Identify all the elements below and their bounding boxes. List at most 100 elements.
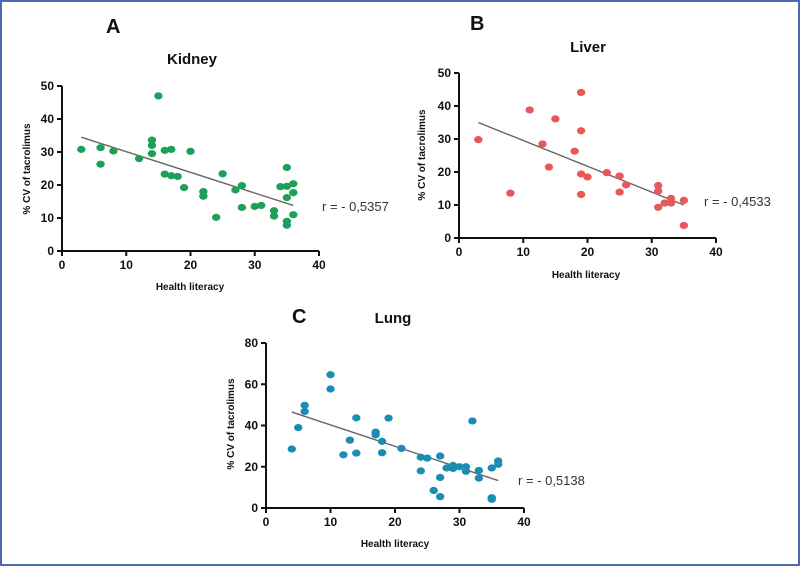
data-point-liver (570, 147, 579, 155)
data-point-liver (679, 196, 689, 204)
x-tick-label-liver: 20 (581, 245, 595, 259)
data-point-lung (474, 466, 484, 475)
data-point-kidney (282, 163, 292, 172)
data-point-lung (371, 431, 380, 439)
data-point-lung (461, 467, 471, 475)
data-point-lung (326, 371, 335, 379)
panel-kidney: A Kidney Health literacy % CV of tacroli… (22, 16, 389, 293)
data-point-liver (525, 106, 534, 114)
data-point-liver (551, 115, 560, 123)
data-point-kidney (237, 203, 247, 212)
data-point-lung (294, 423, 303, 432)
data-point-kidney (218, 170, 227, 178)
panel-letter-a: A (106, 16, 120, 38)
y-tick-label-lung: 40 (245, 419, 259, 433)
y-tick-label-kidney: 40 (41, 112, 55, 126)
data-point-liver (653, 187, 663, 195)
data-point-kidney (179, 184, 189, 192)
data-point-liver (576, 190, 586, 199)
data-point-kidney (282, 221, 292, 229)
data-point-liver (602, 169, 611, 177)
chart-title-kidney: Kidney (167, 51, 218, 68)
data-point-kidney (160, 146, 169, 154)
data-point-lung (494, 460, 503, 468)
data-point-kidney (167, 145, 176, 153)
data-point-kidney (282, 182, 292, 190)
data-point-kidney (256, 201, 266, 210)
x-axis-title-liver: Health literacy (552, 270, 621, 281)
data-point-lung (397, 444, 406, 452)
x-axis-title-lung: Health literacy (361, 539, 430, 550)
data-point-kidney (212, 213, 221, 221)
data-point-kidney (269, 207, 279, 215)
y-tick-label-lung: 0 (251, 501, 258, 515)
correlation-label-kidney: r = - 0,5357 (322, 199, 389, 214)
data-point-kidney (186, 147, 195, 155)
x-tick-label-lung: 10 (324, 515, 338, 529)
regression-line-kidney (81, 136, 294, 207)
x-tick-label-liver: 30 (645, 245, 659, 259)
data-point-lung (435, 493, 445, 501)
data-point-lung (377, 449, 387, 457)
x-axis-title-kidney: Health literacy (156, 282, 225, 293)
data-point-liver (666, 199, 676, 207)
y-axis-title-liver: % CV of tacrolimus (417, 109, 428, 201)
data-point-liver (615, 188, 624, 196)
y-tick-label-liver: 20 (438, 165, 452, 179)
panel-lung: C Lung Health literacy % CV of tacrolimu… (226, 306, 585, 550)
y-tick-label-kidney: 20 (41, 178, 55, 192)
data-point-lung (435, 473, 445, 482)
y-tick-label-kidney: 10 (41, 211, 55, 225)
data-point-liver (544, 163, 554, 171)
data-point-lung (423, 454, 432, 462)
data-point-lung (487, 495, 496, 503)
data-point-lung (435, 452, 445, 460)
data-point-kidney (237, 182, 247, 190)
data-point-lung (287, 445, 296, 453)
panel-liver: B Liver Health literacy % CV of tacrolim… (417, 13, 771, 281)
data-point-kidney (147, 141, 157, 149)
panel-letter-c: C (292, 306, 306, 328)
data-point-lung (345, 436, 355, 444)
data-point-kidney (250, 202, 259, 211)
data-point-kidney (231, 186, 240, 194)
y-tick-label-liver: 50 (438, 66, 452, 80)
y-tick-label-kidney: 50 (41, 79, 55, 93)
data-point-lung (352, 414, 361, 422)
data-point-lung (429, 486, 438, 495)
data-point-kidney (173, 172, 182, 181)
x-tick-label-kidney: 20 (184, 258, 198, 272)
data-point-liver (621, 181, 631, 189)
data-point-kidney (109, 147, 118, 155)
y-tick-label-kidney: 0 (47, 244, 54, 258)
y-tick-label-lung: 60 (245, 377, 259, 391)
data-point-kidney (147, 150, 157, 158)
data-point-kidney (77, 145, 86, 153)
x-tick-label-kidney: 40 (312, 258, 326, 272)
data-point-lung (442, 464, 451, 472)
data-point-kidney (276, 183, 285, 191)
data-point-kidney (289, 180, 298, 188)
data-point-liver (538, 140, 547, 148)
y-tick-label-liver: 40 (438, 99, 452, 113)
data-point-lung (300, 407, 309, 416)
chart-title-lung: Lung (375, 310, 412, 327)
data-point-lung (416, 467, 425, 475)
data-point-liver (660, 199, 669, 207)
x-tick-label-lung: 0 (263, 515, 270, 529)
data-point-liver (653, 181, 663, 190)
data-point-lung (384, 414, 393, 422)
y-tick-label-lung: 20 (245, 460, 259, 474)
x-tick-label-liver: 0 (456, 245, 463, 259)
data-point-liver (576, 127, 586, 135)
correlation-label-lung: r = - 0,5138 (518, 473, 585, 488)
data-point-liver (653, 203, 663, 211)
correlation-label-liver: r = - 0,4533 (704, 194, 771, 209)
data-point-lung (352, 449, 361, 457)
x-tick-label-lung: 20 (388, 515, 402, 529)
y-tick-label-liver: 0 (444, 231, 451, 245)
y-tick-label-liver: 30 (438, 132, 452, 146)
data-point-liver (615, 172, 624, 180)
